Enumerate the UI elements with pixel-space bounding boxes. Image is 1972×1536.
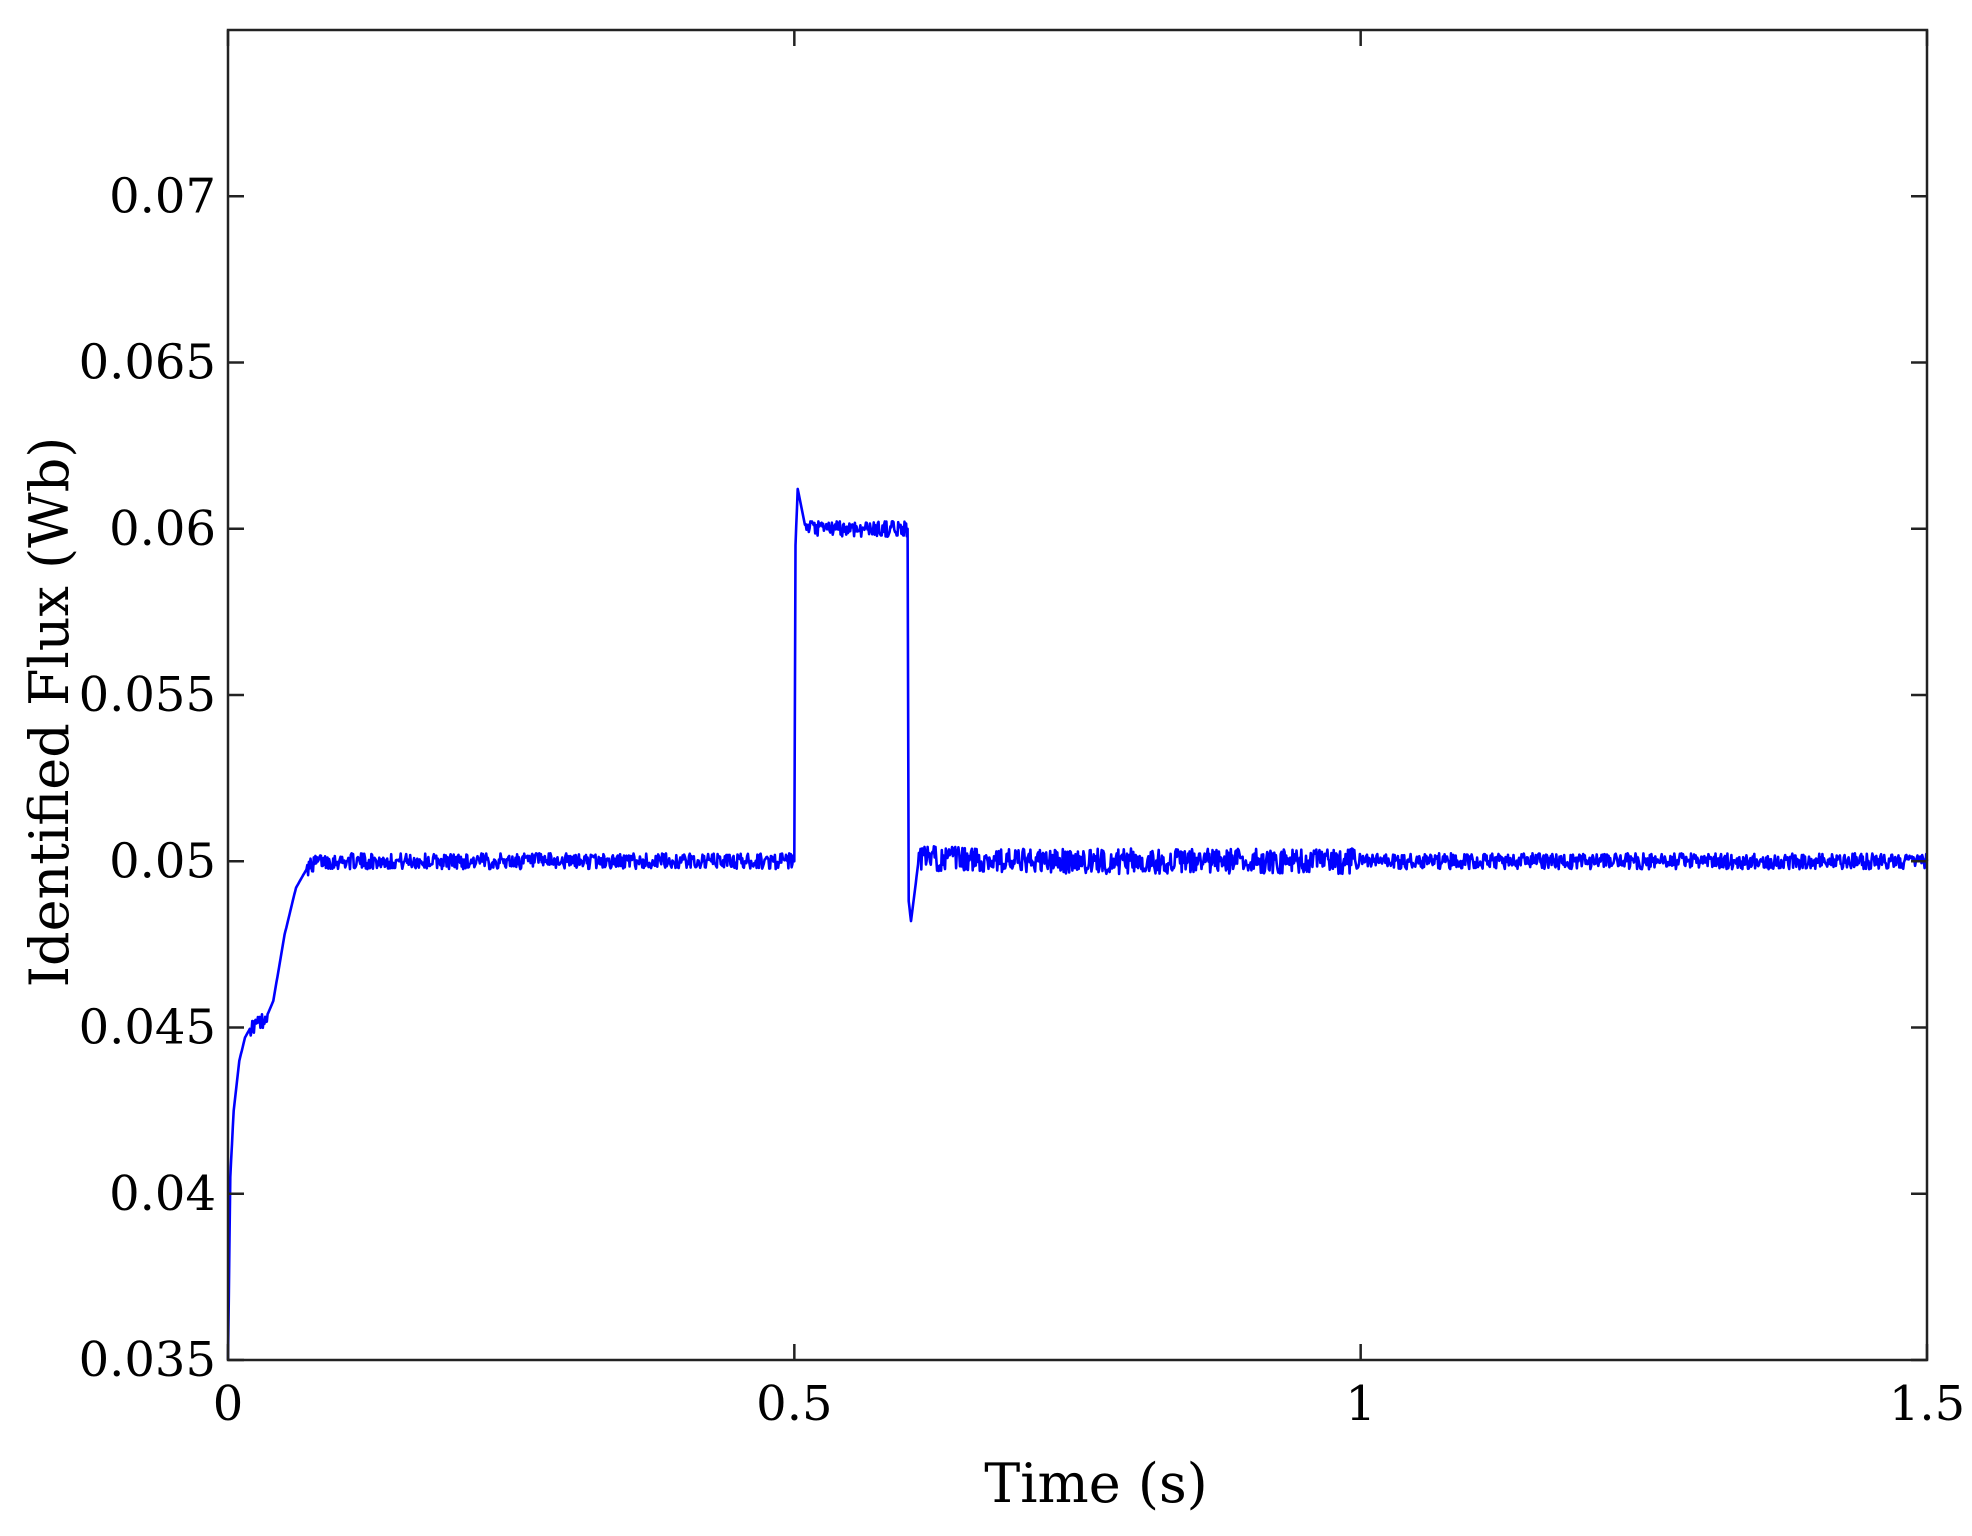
x-tick-label: 1 [1345, 1376, 1376, 1432]
y-tick-label: 0.04 [109, 1166, 216, 1222]
series-line [226, 487, 1929, 1361]
x-axis-label: Time (s) [984, 1452, 1207, 1515]
y-tick-label: 0.035 [79, 1332, 216, 1388]
y-axis-label: Identified Flux (Wb) [18, 437, 81, 988]
x-tick-label: 0.5 [756, 1376, 832, 1432]
y-tick-label: 0.065 [79, 335, 216, 391]
x-tick-label: 1.5 [1889, 1376, 1965, 1432]
y-tick-label: 0.045 [79, 1000, 216, 1056]
y-tick-label: 0.05 [109, 833, 216, 889]
axes-layer: 0 0.5 1 1.5 0.035 0.04 0.045 0.05 0.055 0.06 0.065… [79, 28, 1965, 1432]
x-tick-label: 0 [213, 1376, 244, 1432]
y-tick-label: 0.055 [79, 667, 216, 723]
y-tick-label: 0.06 [109, 501, 216, 557]
plot-frame [226, 28, 1929, 1362]
plot-layer [226, 487, 1929, 1361]
y-tick-label: 0.07 [109, 168, 216, 224]
